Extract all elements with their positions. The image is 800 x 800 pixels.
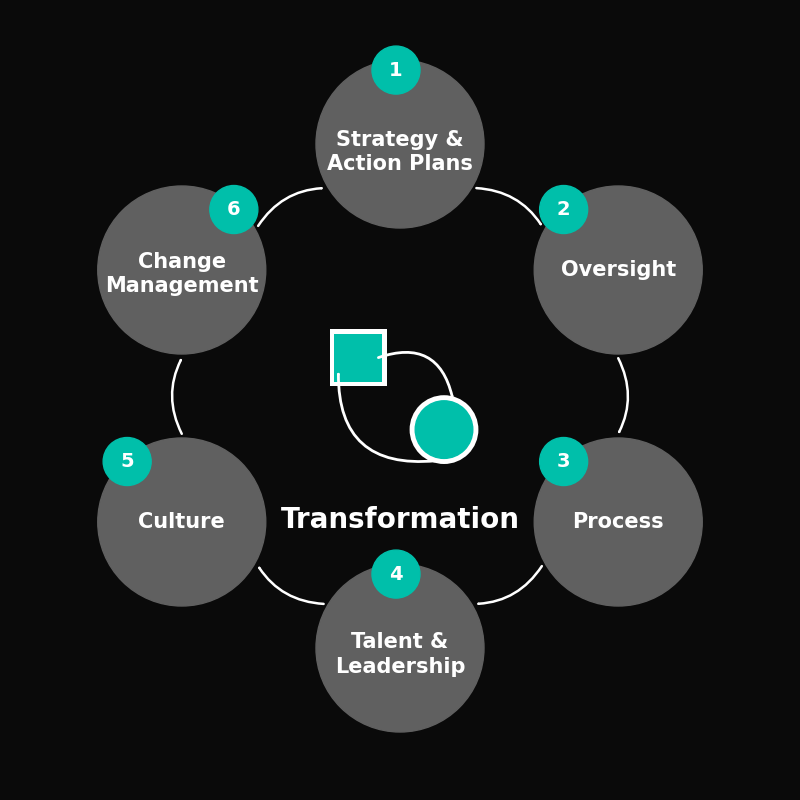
Circle shape [316,60,484,228]
Text: Strategy &
Action Plans: Strategy & Action Plans [327,130,473,174]
Text: Culture: Culture [138,512,225,532]
FancyArrowPatch shape [258,188,322,226]
Circle shape [316,564,484,732]
Text: 3: 3 [557,452,570,471]
Circle shape [415,401,473,458]
Circle shape [103,438,151,486]
Text: 2: 2 [557,200,570,219]
FancyArrowPatch shape [259,568,324,604]
FancyArrowPatch shape [478,566,542,604]
FancyBboxPatch shape [330,329,387,386]
Text: 6: 6 [227,200,241,219]
FancyArrowPatch shape [338,374,435,462]
Text: Transformation: Transformation [281,506,519,534]
Text: 4: 4 [389,565,403,583]
Text: Change
Management: Change Management [105,251,258,296]
FancyBboxPatch shape [334,334,382,382]
Circle shape [98,186,266,354]
Circle shape [534,438,702,606]
Circle shape [98,438,266,606]
Circle shape [372,550,420,598]
Circle shape [534,186,702,354]
FancyArrowPatch shape [172,360,182,434]
Circle shape [540,186,588,234]
FancyArrowPatch shape [378,352,452,396]
FancyArrowPatch shape [476,188,541,224]
Text: 1: 1 [389,61,403,79]
Circle shape [540,438,588,486]
Text: 5: 5 [120,452,134,471]
Text: Oversight: Oversight [561,260,676,280]
FancyArrowPatch shape [618,358,628,432]
Text: Process: Process [573,512,664,532]
Circle shape [410,395,478,464]
Text: Talent &
Leadership: Talent & Leadership [334,632,466,677]
Circle shape [372,46,420,94]
Circle shape [210,186,258,234]
